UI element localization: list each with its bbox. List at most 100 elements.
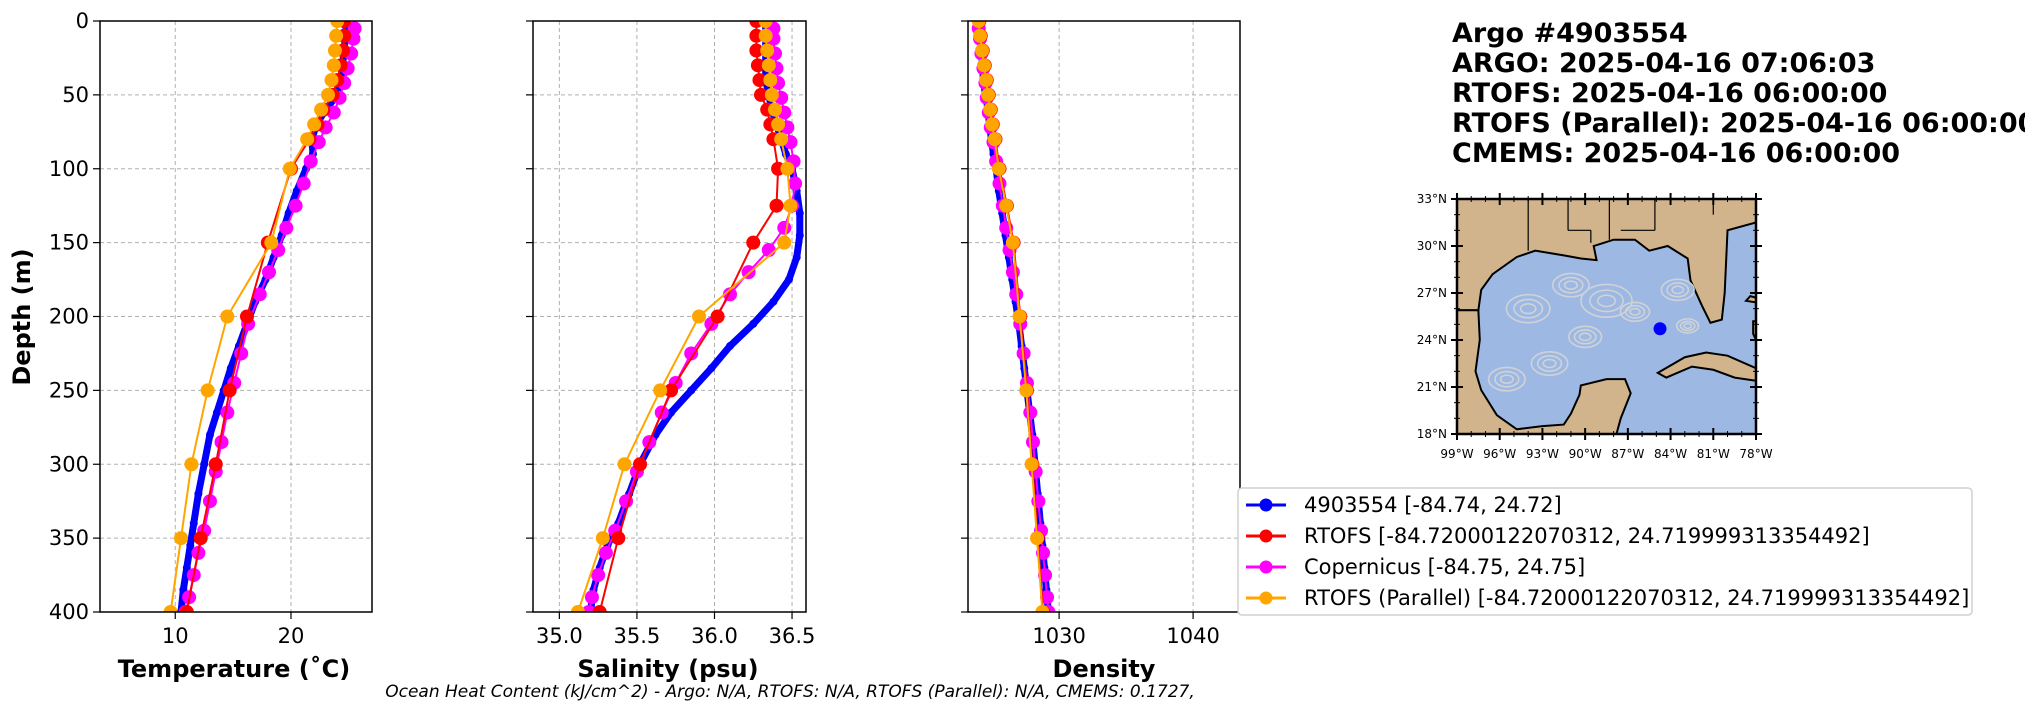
data-point-rtofs (611, 531, 626, 546)
data-point-rtofs (710, 309, 725, 324)
data-point-parallel (326, 58, 341, 73)
data-point-parallel (783, 198, 798, 213)
data-point-parallel (991, 161, 1006, 176)
x-tick-label: 35.5 (614, 624, 661, 648)
data-point-copernicus (581, 605, 596, 612)
data-point-argo (292, 186, 301, 195)
map-current-streamline (1666, 282, 1690, 298)
data-point-parallel (999, 198, 1014, 213)
data-point-parallel (763, 73, 778, 88)
data-point-argo (205, 430, 214, 439)
map-current-streamline (1580, 283, 1633, 319)
series-copernicus (178, 21, 362, 612)
data-point-copernicus (1040, 590, 1055, 605)
y-tick-label: 350 (49, 526, 89, 550)
data-point-argo (792, 253, 801, 262)
map-land-bahamas (1744, 295, 1756, 304)
data-point-parallel (987, 132, 1002, 147)
data-point-parallel (282, 161, 297, 176)
data-point-parallel (777, 235, 792, 250)
data-point-parallel (691, 309, 706, 324)
data-point-parallel (327, 43, 342, 58)
series-parallel (570, 21, 798, 612)
map-current-streamline (1519, 303, 1537, 315)
data-point-parallel (1005, 235, 1020, 250)
map-current-streamline (1683, 322, 1693, 330)
data-point-copernicus (1023, 405, 1038, 420)
map-current-streamline (1499, 374, 1514, 385)
map-lat-label: 24°N (1417, 333, 1447, 347)
data-point-copernicus (1005, 265, 1020, 280)
legend-marker (1259, 591, 1273, 605)
data-point-argo (795, 231, 804, 240)
y-tick-label: 400 (49, 600, 89, 624)
data-point-copernicus (598, 545, 613, 560)
map-land-usa (1457, 199, 1756, 324)
data-point-copernicus (788, 176, 803, 191)
argo-float-marker (1653, 322, 1667, 336)
y-tick-label: 100 (49, 157, 89, 181)
data-point-rtofs (749, 43, 764, 58)
data-point-copernicus (252, 287, 267, 302)
data-point-copernicus (288, 198, 303, 213)
legend-marker (1259, 529, 1273, 543)
map-current-streamline (1629, 307, 1641, 316)
legend-label: 4903554 [-84.74, 24.72] (1304, 493, 1562, 517)
data-point-argo (182, 563, 191, 572)
map-lon-label: 90°W (1569, 447, 1602, 461)
data-point-argo (707, 364, 716, 373)
map-current-streamline (1513, 298, 1544, 319)
data-point-rtofs (769, 198, 784, 213)
salinity-axis-label: Salinity (psu) (577, 655, 758, 683)
data-point-parallel (324, 73, 339, 88)
data-point-rtofs (752, 73, 767, 88)
data-point-parallel (1035, 605, 1050, 612)
series-line-copernicus (184, 27, 356, 612)
data-point-copernicus (202, 494, 217, 509)
data-point-parallel (758, 21, 773, 28)
map-current-streamline (1542, 358, 1557, 369)
data-point-rtofs (746, 235, 761, 250)
temperature-panel: 0 50 100 150 200 250 300 350 400 10 20 (49, 9, 373, 648)
map-current-streamline (1624, 304, 1646, 319)
data-point-rtofs (664, 383, 679, 398)
map-current-streamline (1619, 301, 1651, 322)
data-point-parallel (975, 43, 990, 58)
data-point-parallel (174, 531, 189, 546)
map-current-streamline (1567, 325, 1603, 349)
data-point-parallel (617, 457, 632, 472)
data-point-parallel (767, 102, 782, 117)
data-point-parallel (220, 309, 235, 324)
y-tick-label: 300 (49, 452, 89, 476)
map-lon-label: 93°W (1526, 447, 1559, 461)
title-block: Argo #4903554 ARGO: 2025-04-16 07:06:03 … (1452, 18, 2025, 169)
data-point-parallel (1019, 383, 1034, 398)
data-point-parallel (595, 531, 610, 546)
data-point-rtofs (208, 457, 223, 472)
title-float-id: Argo #4903554 (1452, 18, 1688, 49)
map-current-streamline (1505, 293, 1551, 324)
data-point-parallel (570, 605, 585, 612)
data-point-parallel (314, 102, 329, 117)
map-lon-label: 96°W (1483, 447, 1516, 461)
legend-marker (1259, 498, 1273, 512)
data-point-copernicus (303, 154, 318, 169)
data-point-argo (212, 408, 221, 417)
data-point-parallel (758, 28, 773, 43)
map-current-streamline (1494, 370, 1520, 388)
data-point-parallel (1030, 531, 1045, 546)
data-point-parallel (761, 58, 776, 73)
data-point-argo (226, 364, 235, 373)
map-lat-label: 30°N (1417, 239, 1447, 253)
data-point-rtofs (193, 531, 208, 546)
data-point-argo (725, 342, 734, 351)
map-current-streamline (1589, 289, 1624, 313)
x-tick-label: 36.5 (769, 624, 816, 648)
density-panel: 1030 1040 (961, 20, 1241, 648)
data-point-copernicus (1025, 435, 1040, 450)
legend-label: RTOFS [-84.72000122070312, 24.7199993133… (1304, 524, 1870, 548)
map-lat-label: 27°N (1417, 286, 1447, 300)
x-tick-label: 36.0 (691, 624, 738, 648)
data-point-argo (749, 319, 758, 328)
